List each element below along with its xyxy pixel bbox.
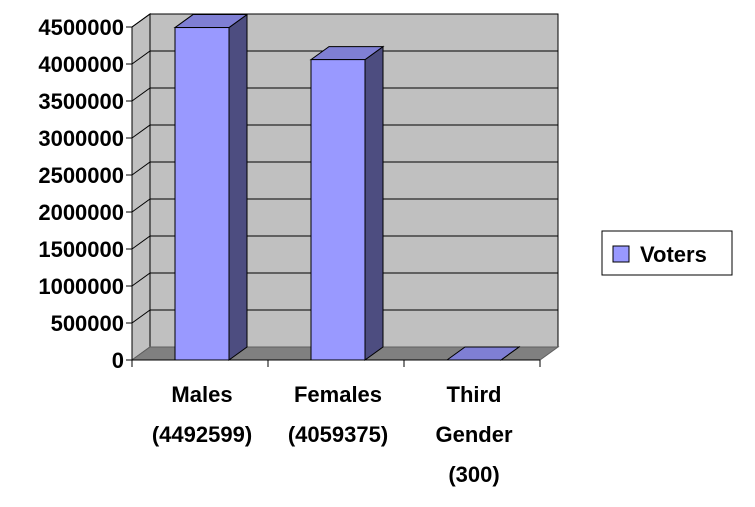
gridline xyxy=(131,124,558,139)
gridline xyxy=(131,272,558,287)
y-tick-label: 3000000 xyxy=(38,126,124,151)
bar xyxy=(309,45,385,361)
gridline xyxy=(131,87,558,102)
gridline xyxy=(131,198,558,213)
bar xyxy=(173,13,249,361)
legend-box xyxy=(601,230,733,276)
bar xyxy=(445,345,521,361)
x-category-label: Females (4059375) xyxy=(288,382,388,447)
gridline xyxy=(131,235,558,250)
y-tick-label: 4500000 xyxy=(38,15,124,40)
bar-side xyxy=(364,45,384,361)
gridline xyxy=(131,309,558,324)
gridline xyxy=(131,161,558,176)
legend-swatch xyxy=(612,245,630,263)
bar-side xyxy=(228,13,248,361)
bar-front xyxy=(310,59,366,361)
y-tick-label: 3500000 xyxy=(38,89,124,114)
side-wall xyxy=(131,13,151,361)
x-category-label: Males (4492599) xyxy=(152,382,252,447)
gridline xyxy=(131,50,558,65)
y-tick-label: 2500000 xyxy=(38,163,124,188)
legend-label: Voters xyxy=(640,242,707,267)
gridline xyxy=(131,13,558,28)
y-tick-label: 2000000 xyxy=(38,200,124,225)
y-tick-label: 4000000 xyxy=(38,52,124,77)
y-tick-label: 500000 xyxy=(51,311,124,336)
x-category-label: Third Gender (300) xyxy=(435,382,512,487)
y-tick-label: 0 xyxy=(112,348,124,373)
y-tick-label: 1000000 xyxy=(38,274,124,299)
bar-front xyxy=(174,27,230,361)
y-tick-label: 1500000 xyxy=(38,237,124,262)
